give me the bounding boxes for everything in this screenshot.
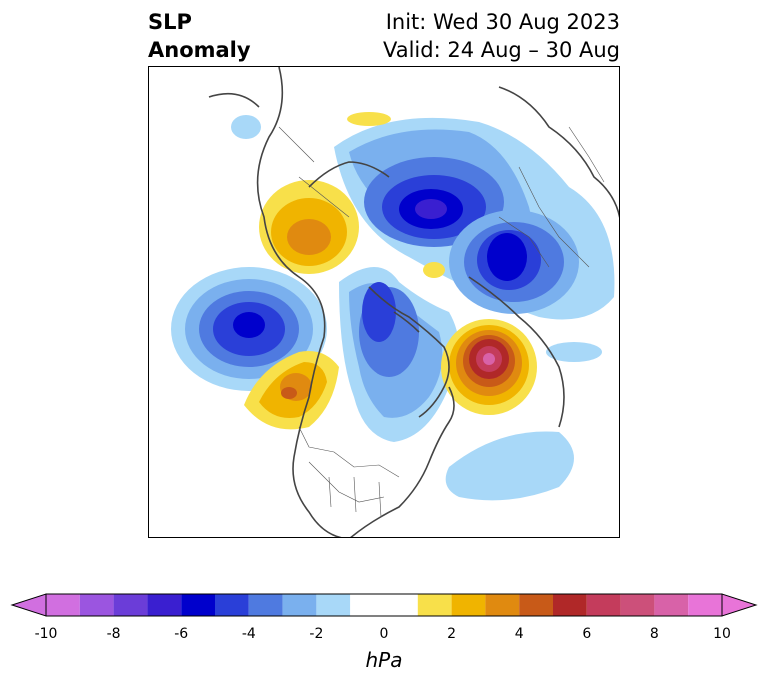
north-atlantic-high [441,319,537,415]
colorbar-segment [316,594,351,616]
colorbar-segment [181,594,215,616]
colorbar-max-extend [721,593,758,617]
colorbar-segment [248,594,283,616]
subtropical-atlantic-weak-low [231,115,602,501]
colorbar-border [45,593,723,617]
title-variable-line1: SLP [148,10,192,34]
colorbar-tick-label: 0 [379,626,389,642]
map-title: SLP Anomaly [148,8,251,64]
colorbar-tick-label: 2 [447,626,457,642]
map-dates: Init: Wed 30 Aug 2023 Valid: 24 Aug – 30… [383,8,620,64]
scandinavia-low [449,210,579,314]
colorbar-segment [350,594,418,616]
colorbar-unit: hPa [365,648,403,672]
init-date: Init: Wed 30 Aug 2023 [385,10,620,34]
colorbar-tick-label: -8 [106,626,121,642]
colorbar-segment [451,594,486,616]
colorbar-segment [519,594,553,616]
colorbar-tick-label: 4 [514,626,524,642]
colorbar-segment [620,594,655,616]
colorbar-tick-label: -2 [309,626,324,642]
political-borders [278,126,605,518]
colorbar-segment [553,594,587,616]
colorbar-tick-label: 6 [582,626,592,642]
gulf-of-alaska-high [244,351,339,430]
valid-range: Valid: 24 Aug – 30 Aug [382,38,620,62]
colorbar-segment [113,594,148,616]
anomaly-map [148,66,620,538]
colorbar-segment [485,594,520,616]
colorbar [10,593,758,617]
colorbar-tick-label: -4 [241,626,256,642]
arctic-canada-low [339,267,459,442]
colorbar-segment [79,594,114,616]
colorbar-segment [586,594,621,616]
north-pacific-low [171,267,327,391]
colorbar-segment [654,594,689,616]
colorbar-min-extend [10,593,47,617]
colorbar-segment [147,594,182,616]
colorbar-segment [688,594,722,616]
colorbar-segment [282,594,317,616]
colorbar-segment [46,594,80,616]
colorbar-segment [417,594,452,616]
anomaly-map-svg [171,67,619,537]
colorbar-tick-label: -10 [34,626,58,642]
colorbar-tick-label: 8 [649,626,659,642]
colorbar-segment [215,594,249,616]
title-variable-line2: Anomaly [148,38,251,62]
colorbar-tick-label: 10 [713,626,731,642]
coastlines [208,67,619,537]
china-high [259,112,445,278]
colorbar-tick-label: -6 [174,626,189,642]
